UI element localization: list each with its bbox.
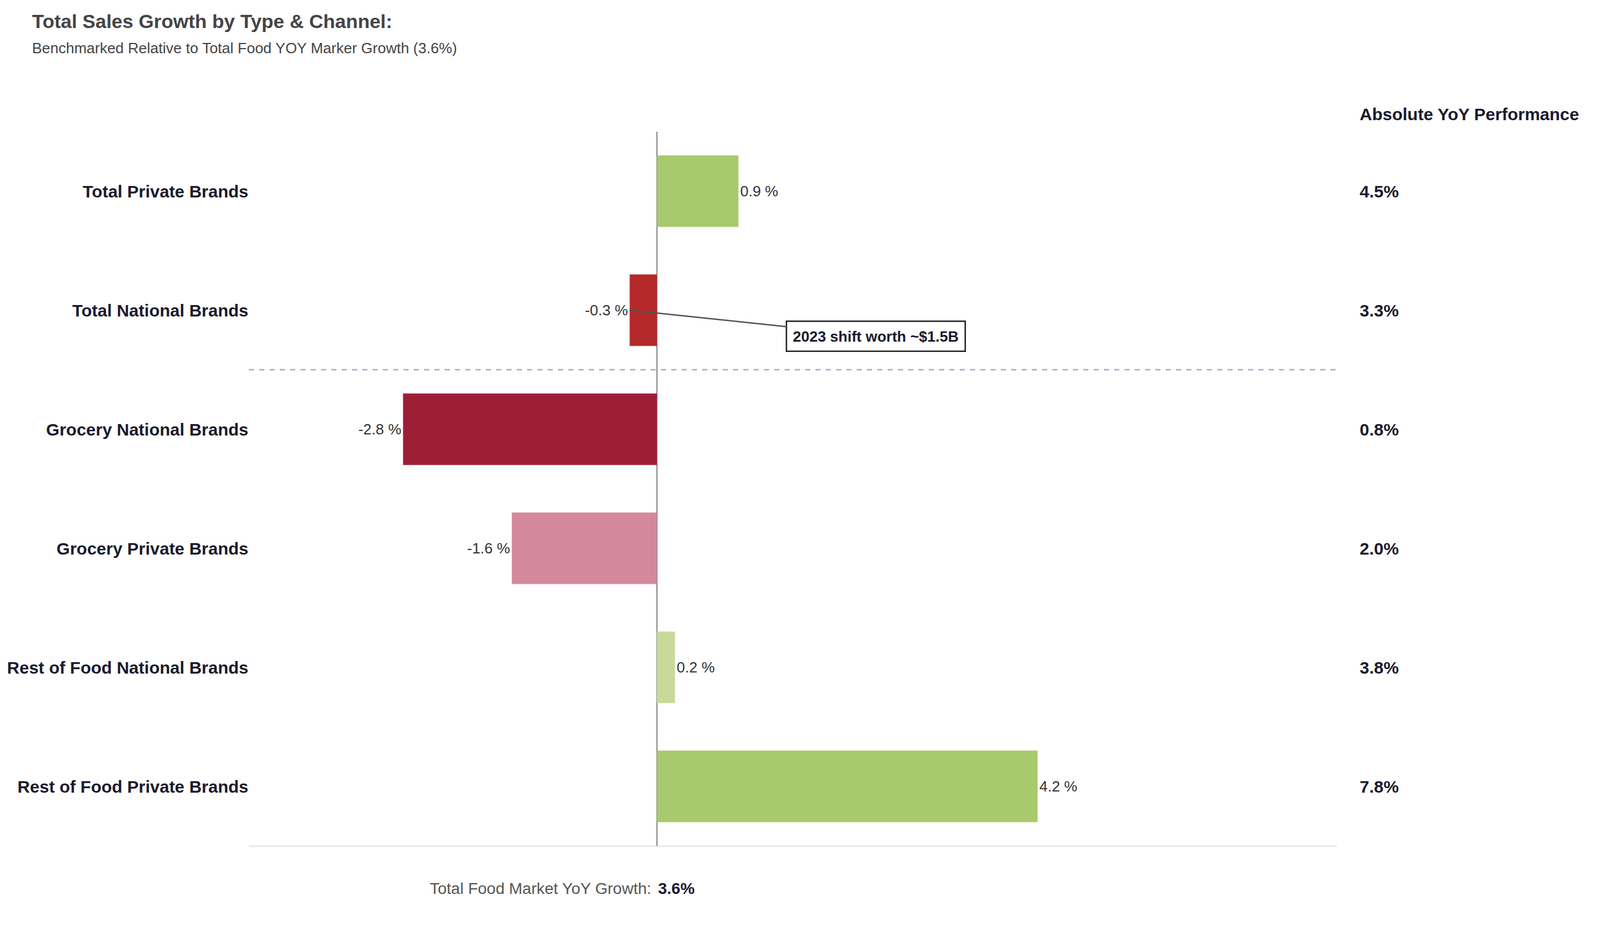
svg-text:Total Private Brands: Total Private Brands [82,181,249,201]
svg-text:Grocery Private Brands: Grocery Private Brands [56,539,249,558]
svg-text:3.3%: 3.3% [1359,301,1399,320]
svg-text:2023 shift worth ~$1.5B: 2023 shift worth ~$1.5B [793,327,960,346]
svg-text:7.8%: 7.8% [1359,777,1399,796]
svg-text:0.2 %: 0.2 % [676,658,716,676]
svg-text:4.2 %: 4.2 % [1039,777,1078,795]
svg-text:Absolute YoY Performance: Absolute YoY Performance [1359,104,1579,124]
svg-text:Grocery National Brands: Grocery National Brands [46,420,249,439]
svg-text:4.5%: 4.5% [1359,181,1399,201]
svg-text:3.6%: 3.6% [658,879,695,898]
svg-text:-0.3 %: -0.3 % [584,301,628,319]
svg-text:Total Sales Growth by Type & C: Total Sales Growth by Type & Channel:Ben… [32,10,458,57]
svg-text:0.8%: 0.8% [1359,420,1399,439]
svg-text:3.8%: 3.8% [1359,658,1399,677]
svg-text:Rest of Food Private Brands: Rest of Food Private Brands [17,777,249,796]
svg-text:-2.8 %: -2.8 % [358,420,402,438]
svg-text:2.0%: 2.0% [1359,539,1399,558]
svg-text:-1.6 %: -1.6 % [466,539,510,557]
svg-text:Total Food Market YoY Growth:: Total Food Market YoY Growth: [429,879,656,898]
svg-text:0.9 %: 0.9 % [739,182,779,200]
svg-text:Rest of Food National Brands: Rest of Food National Brands [6,658,249,677]
svg-text:Total National Brands: Total National Brands [72,301,249,320]
